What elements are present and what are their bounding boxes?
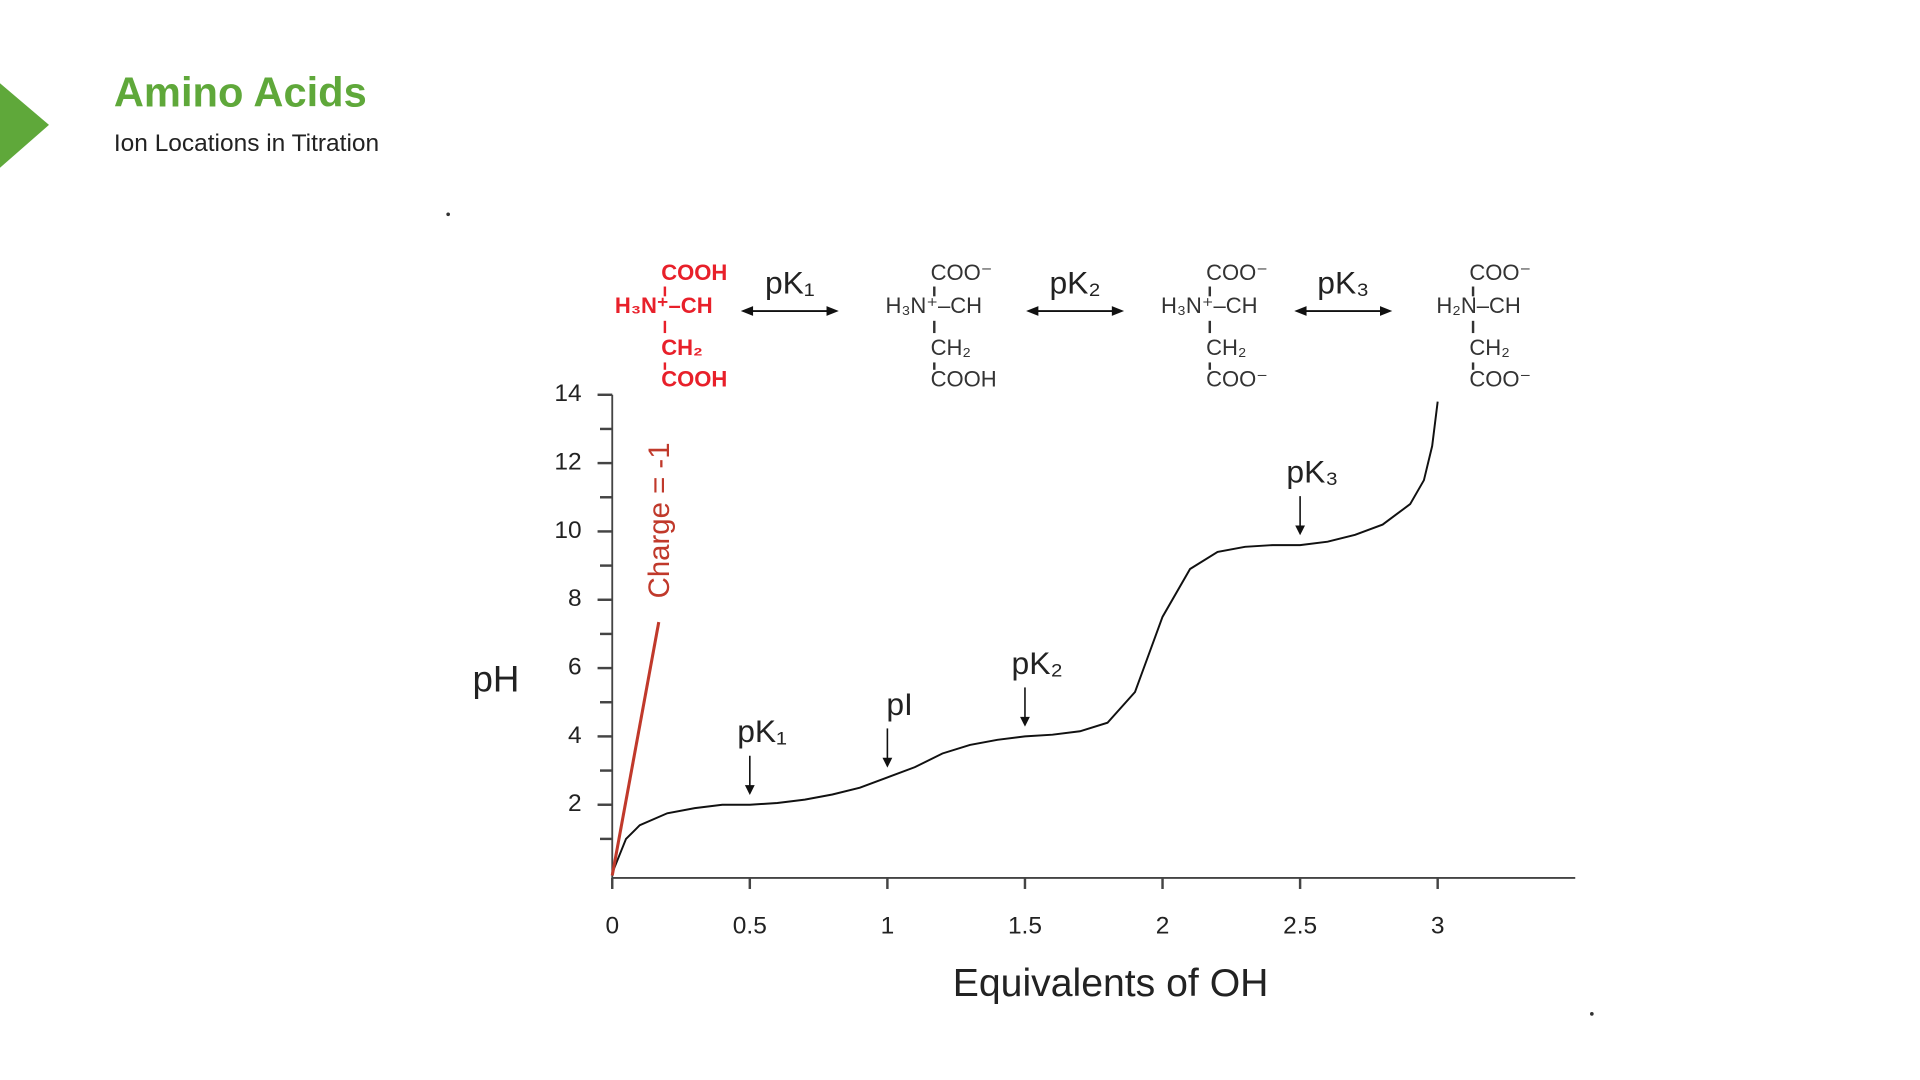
slide-title: Amino Acids <box>114 69 367 116</box>
structure-text: CH₂ <box>661 335 703 360</box>
annotation-arrowhead <box>1295 525 1305 536</box>
x-tick-label: 0.5 <box>733 912 767 939</box>
annotation-arrowhead <box>744 785 755 795</box>
x-tick-label: 2.5 <box>1283 912 1317 939</box>
header-marker <box>0 83 49 168</box>
y-axis-title: pH <box>472 659 519 700</box>
y-tick-label: 6 <box>568 654 582 681</box>
x-tick-label: 3 <box>1431 912 1445 939</box>
structure-text: H₃N⁺–CH <box>615 293 713 318</box>
structure-text: COO⁻ <box>931 260 993 285</box>
structure-text: H₃N⁺–CH <box>1161 293 1258 318</box>
structure-text: COOH <box>661 260 727 285</box>
y-tick-label: 10 <box>554 517 581 544</box>
structure-text: COO⁻ <box>1206 367 1268 392</box>
y-tick-label: 8 <box>568 585 582 612</box>
slide-subtitle: Ion Locations in Titration <box>114 130 379 157</box>
arrowhead <box>826 306 839 316</box>
dot <box>1590 1012 1594 1016</box>
structure-text: COOH <box>661 367 727 392</box>
charge-label: Charge = -1 <box>643 442 676 598</box>
structure-text: CH₂ <box>1206 335 1246 360</box>
annotation-label: pK₃ <box>1286 453 1338 489</box>
structure-text: H₃N⁺–CH <box>886 293 983 318</box>
annotation-label: pI <box>886 686 913 722</box>
x-tick-label: 1.5 <box>1008 912 1042 939</box>
structure-text: H₂N–CH <box>1436 293 1520 318</box>
annotation-label: pK₁ <box>737 713 787 749</box>
y-tick-label: 12 <box>554 449 581 476</box>
x-tick-label: 0 <box>605 912 619 939</box>
y-tick-label: 14 <box>554 380 581 407</box>
structure-text: CH₂ <box>1469 335 1509 360</box>
equilibrium-label: pK₂ <box>1049 265 1100 301</box>
arrowhead <box>1026 306 1039 316</box>
x-axis-title: Equivalents of OH <box>953 962 1269 1005</box>
annotation-arrowhead <box>882 757 893 768</box>
structure-text: CH₂ <box>931 335 971 360</box>
arrowhead <box>740 306 754 316</box>
equilibrium-label: pK₃ <box>1317 265 1369 301</box>
x-tick-label: 2 <box>1156 912 1170 939</box>
structure-text: COOH <box>931 367 997 392</box>
equilibrium-label: pK₁ <box>765 265 815 301</box>
arrowhead <box>1294 306 1307 316</box>
titration-curve <box>611 401 1439 874</box>
x-tick-label: 1 <box>881 912 895 939</box>
structure-text: COO⁻ <box>1206 260 1268 285</box>
charge-line <box>610 621 661 876</box>
dot <box>446 212 450 217</box>
arrowhead <box>1380 306 1393 316</box>
structure-text: COO⁻ <box>1469 260 1531 285</box>
annotation-arrowhead <box>1020 716 1030 727</box>
annotation-label: pK₂ <box>1012 645 1063 681</box>
structure-text: COO⁻ <box>1469 367 1531 392</box>
arrowhead <box>1111 306 1125 316</box>
y-tick-label: 4 <box>568 722 582 749</box>
y-tick-label: 2 <box>568 790 582 817</box>
